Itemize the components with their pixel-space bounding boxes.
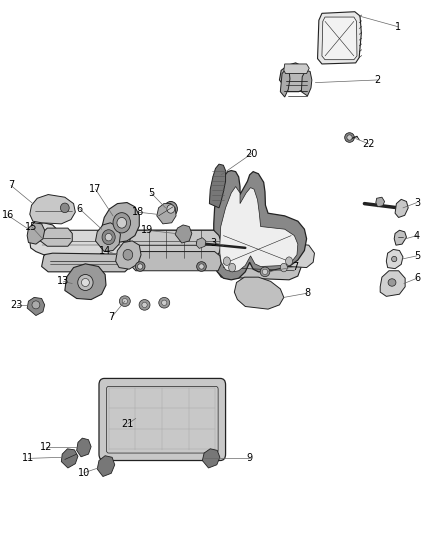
Polygon shape: [386, 249, 403, 269]
Ellipse shape: [199, 264, 204, 269]
Ellipse shape: [60, 203, 69, 213]
Text: 23: 23: [11, 300, 23, 310]
Polygon shape: [116, 241, 141, 269]
Text: 21: 21: [122, 419, 134, 429]
Polygon shape: [215, 251, 301, 280]
Polygon shape: [27, 223, 45, 244]
Polygon shape: [202, 449, 220, 468]
Circle shape: [280, 263, 287, 272]
Polygon shape: [214, 171, 307, 280]
Text: 18: 18: [132, 207, 144, 217]
Text: 10: 10: [78, 468, 90, 478]
Polygon shape: [209, 164, 226, 208]
Ellipse shape: [123, 249, 133, 260]
Ellipse shape: [164, 201, 177, 216]
Ellipse shape: [162, 300, 167, 305]
FancyBboxPatch shape: [99, 378, 226, 461]
Polygon shape: [234, 277, 284, 309]
Ellipse shape: [197, 262, 206, 271]
Circle shape: [223, 257, 230, 265]
Text: 3: 3: [211, 238, 217, 247]
Ellipse shape: [105, 233, 112, 241]
Polygon shape: [95, 223, 120, 252]
Text: 6: 6: [77, 204, 83, 214]
Ellipse shape: [138, 264, 143, 269]
Polygon shape: [77, 438, 91, 457]
Text: 7: 7: [293, 262, 299, 271]
Polygon shape: [280, 69, 290, 97]
Text: 3: 3: [414, 198, 420, 207]
Text: 12: 12: [40, 442, 52, 451]
Ellipse shape: [345, 133, 354, 142]
Ellipse shape: [32, 301, 40, 309]
Ellipse shape: [102, 230, 115, 245]
Polygon shape: [42, 249, 132, 272]
Ellipse shape: [347, 135, 352, 140]
Ellipse shape: [81, 278, 89, 287]
Text: 7: 7: [109, 312, 115, 322]
Text: 15: 15: [25, 222, 38, 231]
Polygon shape: [129, 230, 222, 258]
Text: 1: 1: [395, 22, 401, 31]
Polygon shape: [322, 17, 357, 60]
Text: 16: 16: [2, 211, 14, 220]
Polygon shape: [40, 228, 72, 246]
Polygon shape: [284, 64, 309, 74]
Text: 7: 7: [8, 181, 14, 190]
Polygon shape: [220, 187, 298, 272]
Text: 2: 2: [374, 75, 381, 85]
Ellipse shape: [262, 269, 268, 274]
Polygon shape: [395, 199, 408, 217]
Polygon shape: [175, 225, 192, 243]
Text: 6: 6: [414, 273, 420, 283]
Text: 4: 4: [414, 231, 420, 240]
Polygon shape: [65, 264, 106, 300]
Ellipse shape: [135, 262, 145, 271]
Ellipse shape: [119, 296, 130, 306]
Text: 14: 14: [99, 246, 111, 255]
Ellipse shape: [122, 298, 127, 304]
Polygon shape: [129, 252, 221, 271]
Polygon shape: [30, 223, 247, 256]
Text: 8: 8: [304, 288, 311, 298]
Polygon shape: [30, 195, 75, 224]
Text: 22: 22: [363, 139, 375, 149]
Polygon shape: [318, 12, 361, 64]
Ellipse shape: [139, 300, 150, 310]
Ellipse shape: [78, 274, 93, 290]
Text: 11: 11: [22, 454, 35, 463]
Ellipse shape: [159, 297, 170, 308]
Ellipse shape: [388, 279, 396, 286]
Ellipse shape: [117, 217, 127, 228]
Circle shape: [286, 257, 293, 265]
Polygon shape: [376, 197, 385, 207]
Text: 20: 20: [246, 149, 258, 158]
Polygon shape: [196, 238, 206, 248]
Text: 13: 13: [57, 277, 70, 286]
Text: 5: 5: [148, 188, 154, 198]
Polygon shape: [97, 456, 115, 477]
Text: 9: 9: [247, 454, 253, 463]
Polygon shape: [279, 63, 307, 92]
Polygon shape: [301, 70, 312, 96]
Text: 17: 17: [89, 184, 102, 194]
Ellipse shape: [113, 213, 131, 233]
Text: 5: 5: [414, 251, 420, 261]
Polygon shape: [394, 230, 406, 245]
Ellipse shape: [142, 302, 147, 308]
Polygon shape: [157, 204, 176, 224]
Ellipse shape: [260, 267, 270, 277]
Polygon shape: [61, 449, 78, 468]
Polygon shape: [102, 203, 139, 243]
Circle shape: [229, 263, 236, 272]
Text: 19: 19: [141, 225, 153, 235]
Ellipse shape: [167, 205, 175, 213]
Polygon shape: [380, 271, 405, 296]
Polygon shape: [243, 239, 314, 268]
Polygon shape: [27, 297, 45, 316]
Ellipse shape: [392, 256, 397, 262]
